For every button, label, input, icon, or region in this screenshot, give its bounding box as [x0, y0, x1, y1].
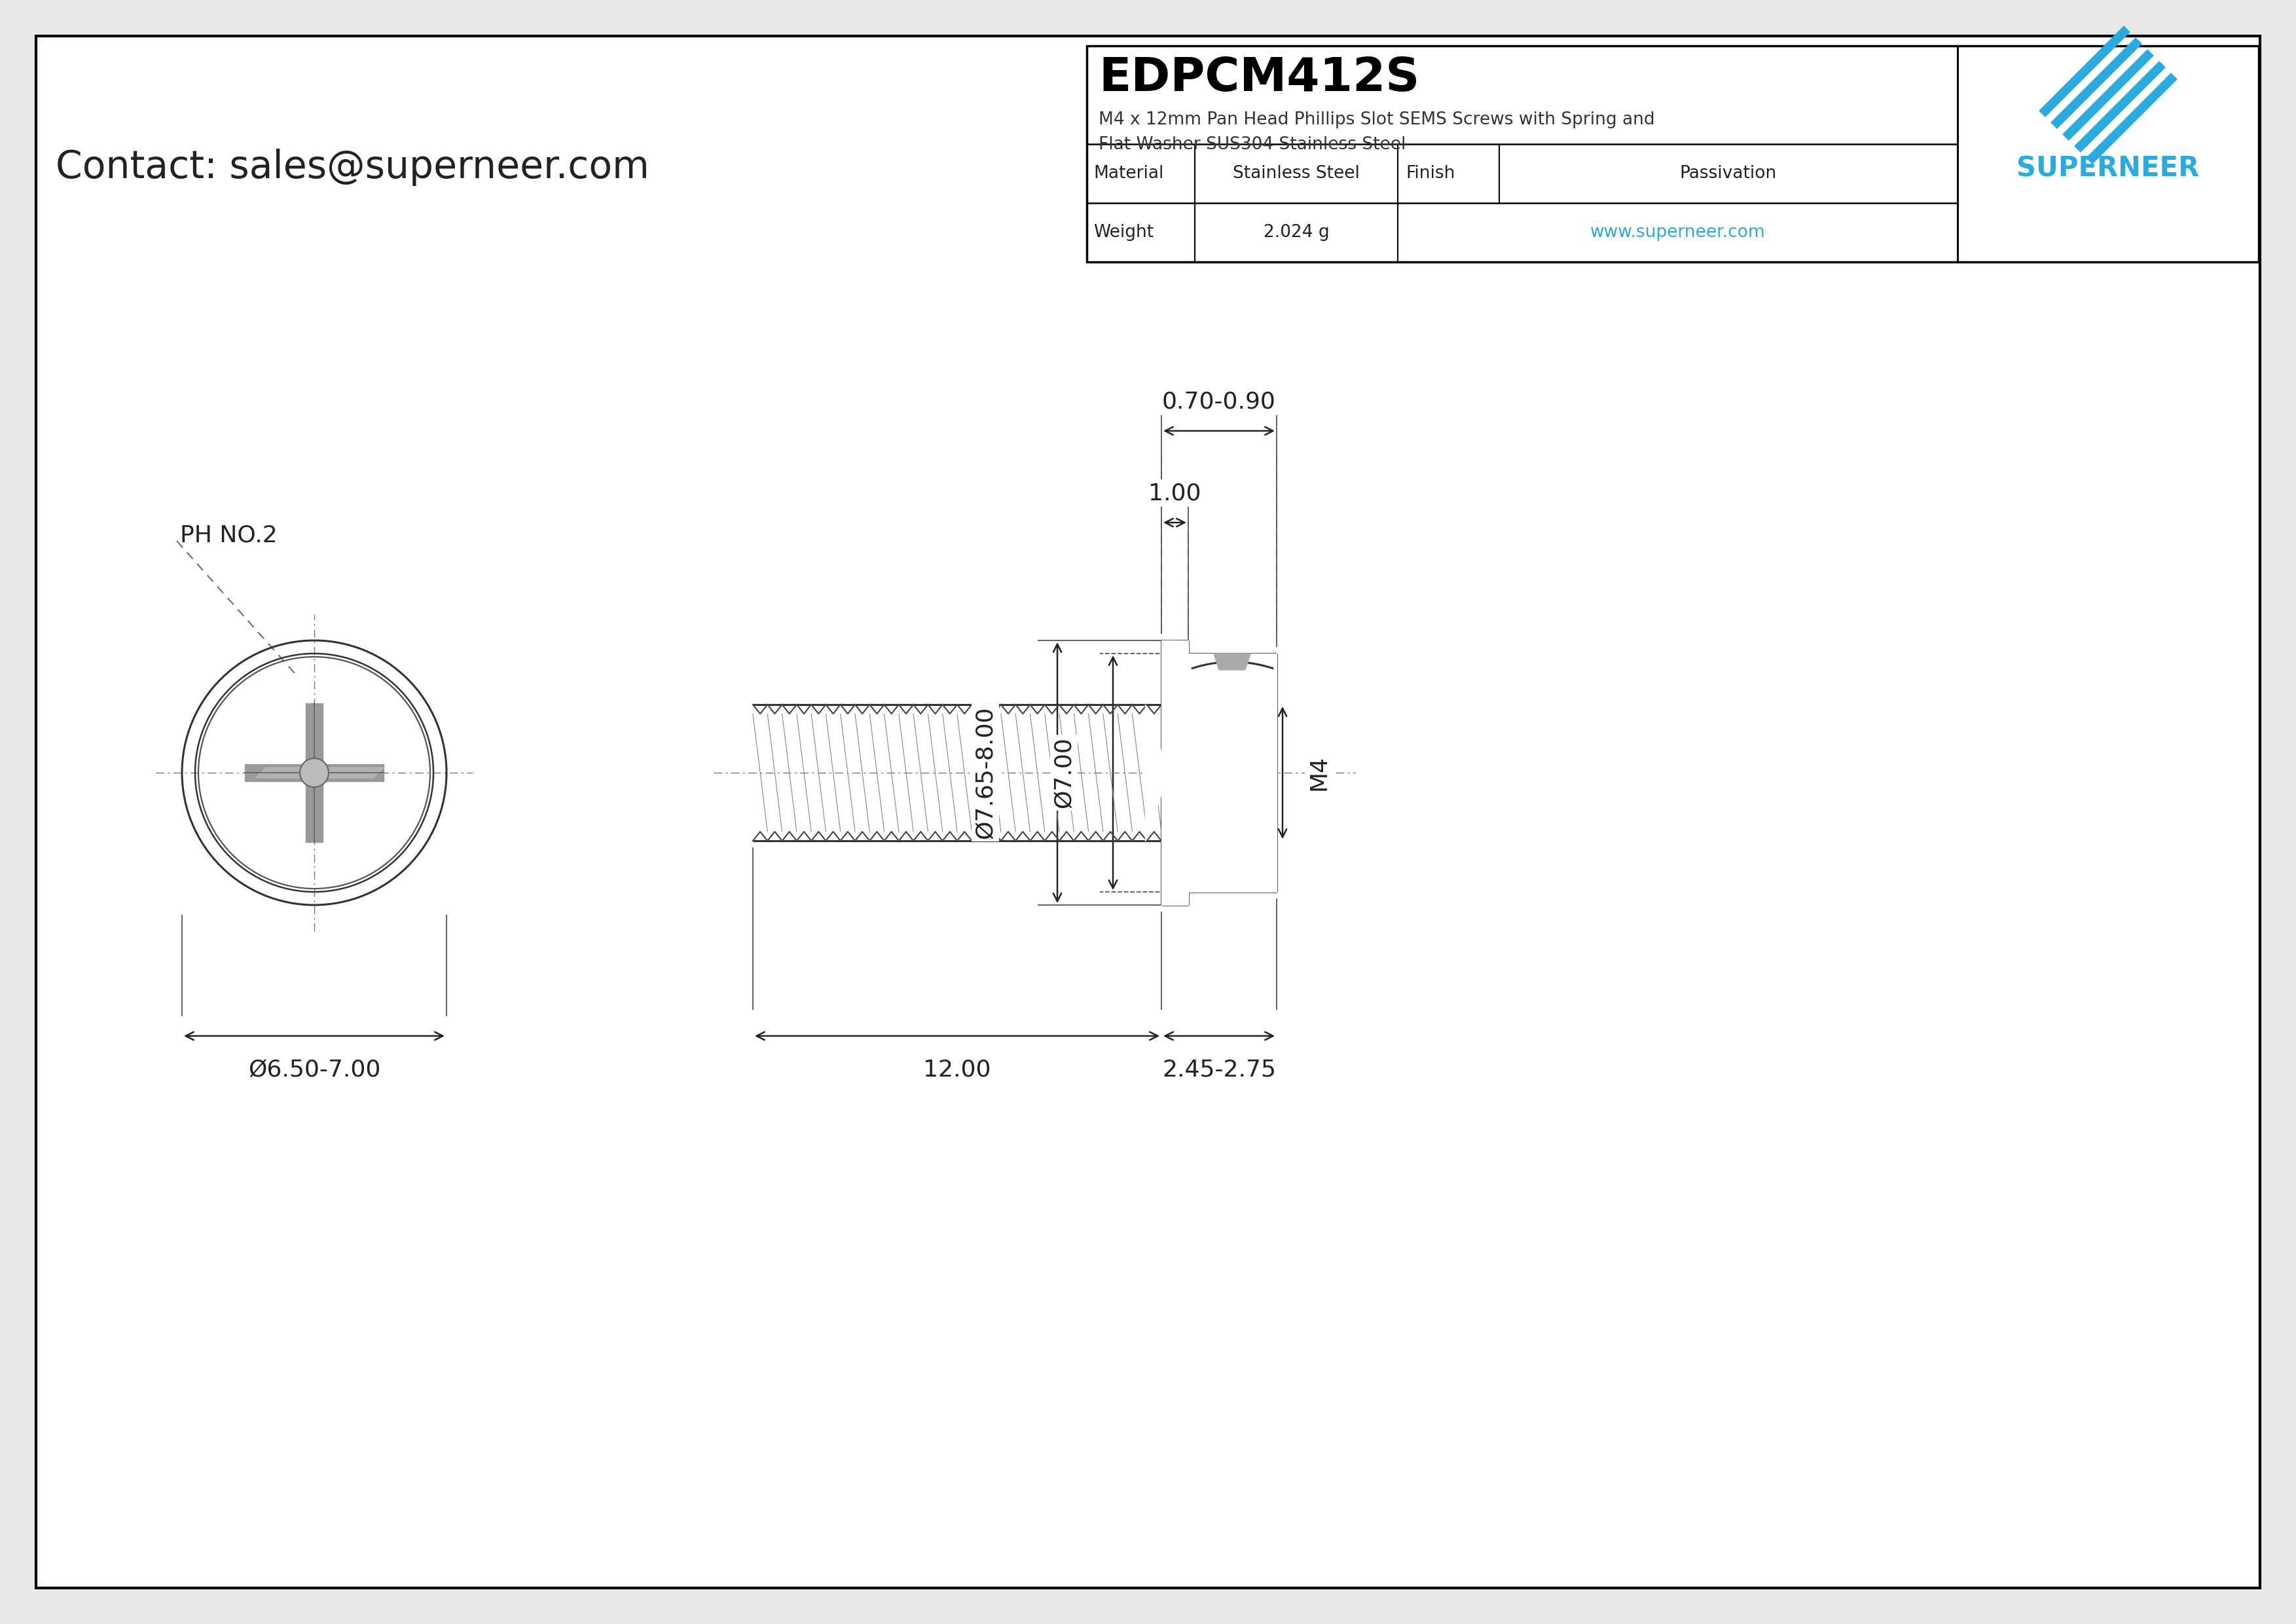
Polygon shape [1189, 653, 1277, 892]
Text: PH NO.2: PH NO.2 [179, 525, 278, 547]
Text: 2.45-2.75: 2.45-2.75 [1162, 1059, 1277, 1082]
Text: M4: M4 [1306, 755, 1329, 791]
Bar [1874, 73, 2186, 294]
Circle shape [301, 758, 328, 788]
Polygon shape [1901, 120, 2002, 133]
Polygon shape [305, 703, 324, 843]
Text: 12.00: 12.00 [923, 1059, 992, 1082]
Text: Ø7.65-8.00: Ø7.65-8.00 [974, 706, 996, 840]
Text: SUPERNEER: SUPERNEER [2016, 156, 2200, 184]
Text: Ø6.50-7.00: Ø6.50-7.00 [248, 1059, 381, 1082]
Text: Flat Washer SUS304 Stainless Steel: Flat Washer SUS304 Stainless Steel [1097, 136, 1405, 153]
Text: Stainless Steel: Stainless Steel [1233, 166, 1359, 182]
Polygon shape [246, 765, 383, 781]
Text: Material: Material [1093, 166, 1164, 182]
Text: Weight: Weight [1093, 224, 1153, 240]
Polygon shape [1924, 179, 1975, 187]
Polygon shape [1162, 640, 1189, 905]
Ellipse shape [1998, 141, 2007, 226]
Polygon shape [2004, 149, 2154, 218]
Text: Contact: sales@superneer.com: Contact: sales@superneer.com [55, 148, 650, 185]
Polygon shape [1942, 161, 1949, 206]
Ellipse shape [1995, 119, 2009, 248]
Bar [1963, 52, 2252, 138]
Text: Ø7.00: Ø7.00 [1054, 737, 1075, 809]
Text: 1.00: 1.00 [1148, 482, 1201, 503]
Text: www.superneer.com: www.superneer.com [1591, 224, 1766, 240]
Polygon shape [2004, 149, 2154, 184]
Text: EDPCM412S: EDPCM412S [1097, 55, 1419, 101]
Polygon shape [1924, 180, 1970, 187]
Text: 0.70-0.90: 0.70-0.90 [1162, 390, 1277, 412]
Bar [1086, 45, 2259, 261]
Text: 2.024 g: 2.024 g [1263, 224, 1329, 240]
Polygon shape [255, 768, 383, 778]
Text: M4 x 12mm Pan Head Phillips Slot SEMS Screws with Spring and: M4 x 12mm Pan Head Phillips Slot SEMS Sc… [1097, 112, 1655, 128]
Text: Finish: Finish [1405, 166, 1456, 182]
Polygon shape [1215, 653, 1251, 669]
Text: Passivation: Passivation [1681, 166, 1777, 182]
Polygon shape [1901, 125, 1998, 240]
